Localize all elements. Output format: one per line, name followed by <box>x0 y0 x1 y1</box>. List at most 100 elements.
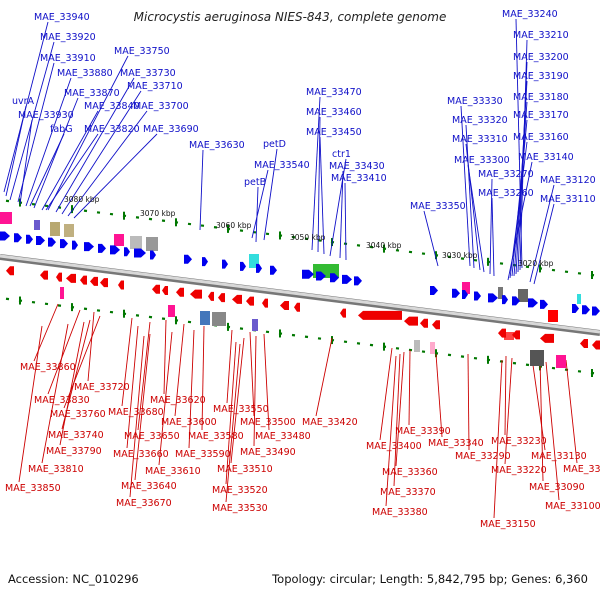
leader-line <box>199 149 204 231</box>
leader-line <box>493 359 503 519</box>
gene-label-top: fabG <box>50 124 73 135</box>
position-mark: 3070 kbp <box>140 209 176 218</box>
leader-line <box>539 359 544 482</box>
feature-block <box>34 220 40 230</box>
gene-label-bottom: MAE_33480 <box>255 431 311 442</box>
gene-label-top: MAE_33700 <box>133 101 189 112</box>
reverse-gene <box>294 302 300 312</box>
reverse-gene <box>580 338 588 348</box>
forward-gene <box>474 291 481 301</box>
gene-label-top: MAE_33750 <box>114 46 170 57</box>
gene-label-top: MAE_33920 <box>40 32 96 43</box>
leader-line <box>41 323 69 464</box>
reverse-gene <box>208 291 214 301</box>
leader-line <box>126 325 139 449</box>
reverse-gene <box>498 328 506 338</box>
leader-line <box>385 355 397 507</box>
leader-line <box>45 133 99 211</box>
leader-line <box>47 55 129 211</box>
reverse-gene <box>80 275 87 285</box>
gene-label-top: MAE_33350 <box>410 201 466 212</box>
forward-genes <box>0 231 600 316</box>
gene-label-top: MAE_33840 <box>84 101 140 112</box>
gene-label-top: MAE_33930 <box>18 110 74 121</box>
feature-block <box>430 342 435 354</box>
feature-block <box>462 282 470 294</box>
gene-label-top: MAE_33190 <box>513 71 569 82</box>
leader-line <box>61 90 142 215</box>
forward-gene <box>240 261 246 271</box>
gene-label-bottom: MAE_33380 <box>372 507 428 518</box>
feature-block <box>556 355 566 368</box>
leader-line <box>25 77 72 207</box>
leader-line <box>5 105 27 197</box>
gene-label-bottom: MAE_33510 <box>217 464 273 475</box>
forward-gene <box>452 288 460 298</box>
leader-line <box>137 321 151 431</box>
forward-gene <box>540 299 548 309</box>
gene-label-top: MAE_33320 <box>452 115 508 126</box>
gene-label-bottom: MAE_33760 <box>50 409 106 420</box>
leader-line <box>253 335 257 447</box>
reverse-gene <box>512 330 520 340</box>
leader-line <box>73 133 158 219</box>
leader-line <box>188 329 195 449</box>
gene-label-bottom: MAE_33100 <box>545 501 600 512</box>
leader-line <box>395 351 405 467</box>
reverse-gene <box>592 340 600 350</box>
gene-label-bottom: MAE_33850 <box>5 483 61 494</box>
reverse-gene <box>246 296 254 306</box>
forward-gene <box>582 305 590 315</box>
leader-line <box>329 158 347 257</box>
gene-label-top: MAE_33910 <box>40 53 96 64</box>
feature-block <box>60 287 64 299</box>
leader-line <box>201 325 205 431</box>
forward-gene <box>124 247 130 257</box>
gene-label-bottom: MAE_33860 <box>20 362 76 373</box>
map-title: Microcystis aeruginosa NIES-843, complet… <box>134 10 447 24</box>
leader-line <box>226 329 233 404</box>
leader-line <box>225 341 237 485</box>
leader-line <box>134 333 151 481</box>
feature-block <box>530 350 544 366</box>
gene-label-top: MAE_33460 <box>306 107 362 118</box>
gene-label-top: MAE_33540 <box>254 160 310 171</box>
leader-line <box>545 361 560 501</box>
gene-label-bottom: MAE_33400 <box>366 441 422 452</box>
leader-line <box>504 357 513 465</box>
gene-label-top: MAE_33820 <box>84 124 140 135</box>
reverse-gene <box>232 294 242 304</box>
feature-block <box>114 234 124 246</box>
gene-label-top: MAE_33470 <box>306 87 362 98</box>
leader-line <box>41 110 99 211</box>
tick-track-dashes <box>5 198 595 377</box>
leader-line <box>163 319 167 395</box>
leader-line <box>344 182 347 261</box>
feature-block <box>130 236 142 249</box>
gene-label-bottom: MAE_33490 <box>240 447 296 458</box>
feature-block <box>548 310 558 322</box>
forward-gene <box>84 242 94 252</box>
forward-gene <box>592 306 600 316</box>
gene-label-bottom: MAE_33720 <box>74 382 130 393</box>
leader-line <box>507 161 533 281</box>
leader-line <box>489 178 493 275</box>
reverse-gene <box>56 272 62 282</box>
gene-label-bottom: MAE_33370 <box>380 487 436 498</box>
gene-label-top: uvrA <box>12 96 35 107</box>
leader-line <box>465 124 475 269</box>
gene-label-top: petD <box>263 139 286 150</box>
forward-gene <box>528 298 538 308</box>
gene-label-bottom: MAE_33790 <box>46 446 102 457</box>
gene-label-bottom: MAE_33600 <box>161 417 217 428</box>
position-mark: 3080 kbp <box>64 195 100 204</box>
reverse-genes <box>6 266 600 350</box>
forward-gene <box>134 248 146 258</box>
leader-line <box>423 210 439 267</box>
leader-line <box>255 186 259 243</box>
leader-line <box>408 349 411 426</box>
leader-line <box>319 136 325 255</box>
reverse-gene <box>432 320 440 330</box>
feature-block <box>64 224 74 237</box>
